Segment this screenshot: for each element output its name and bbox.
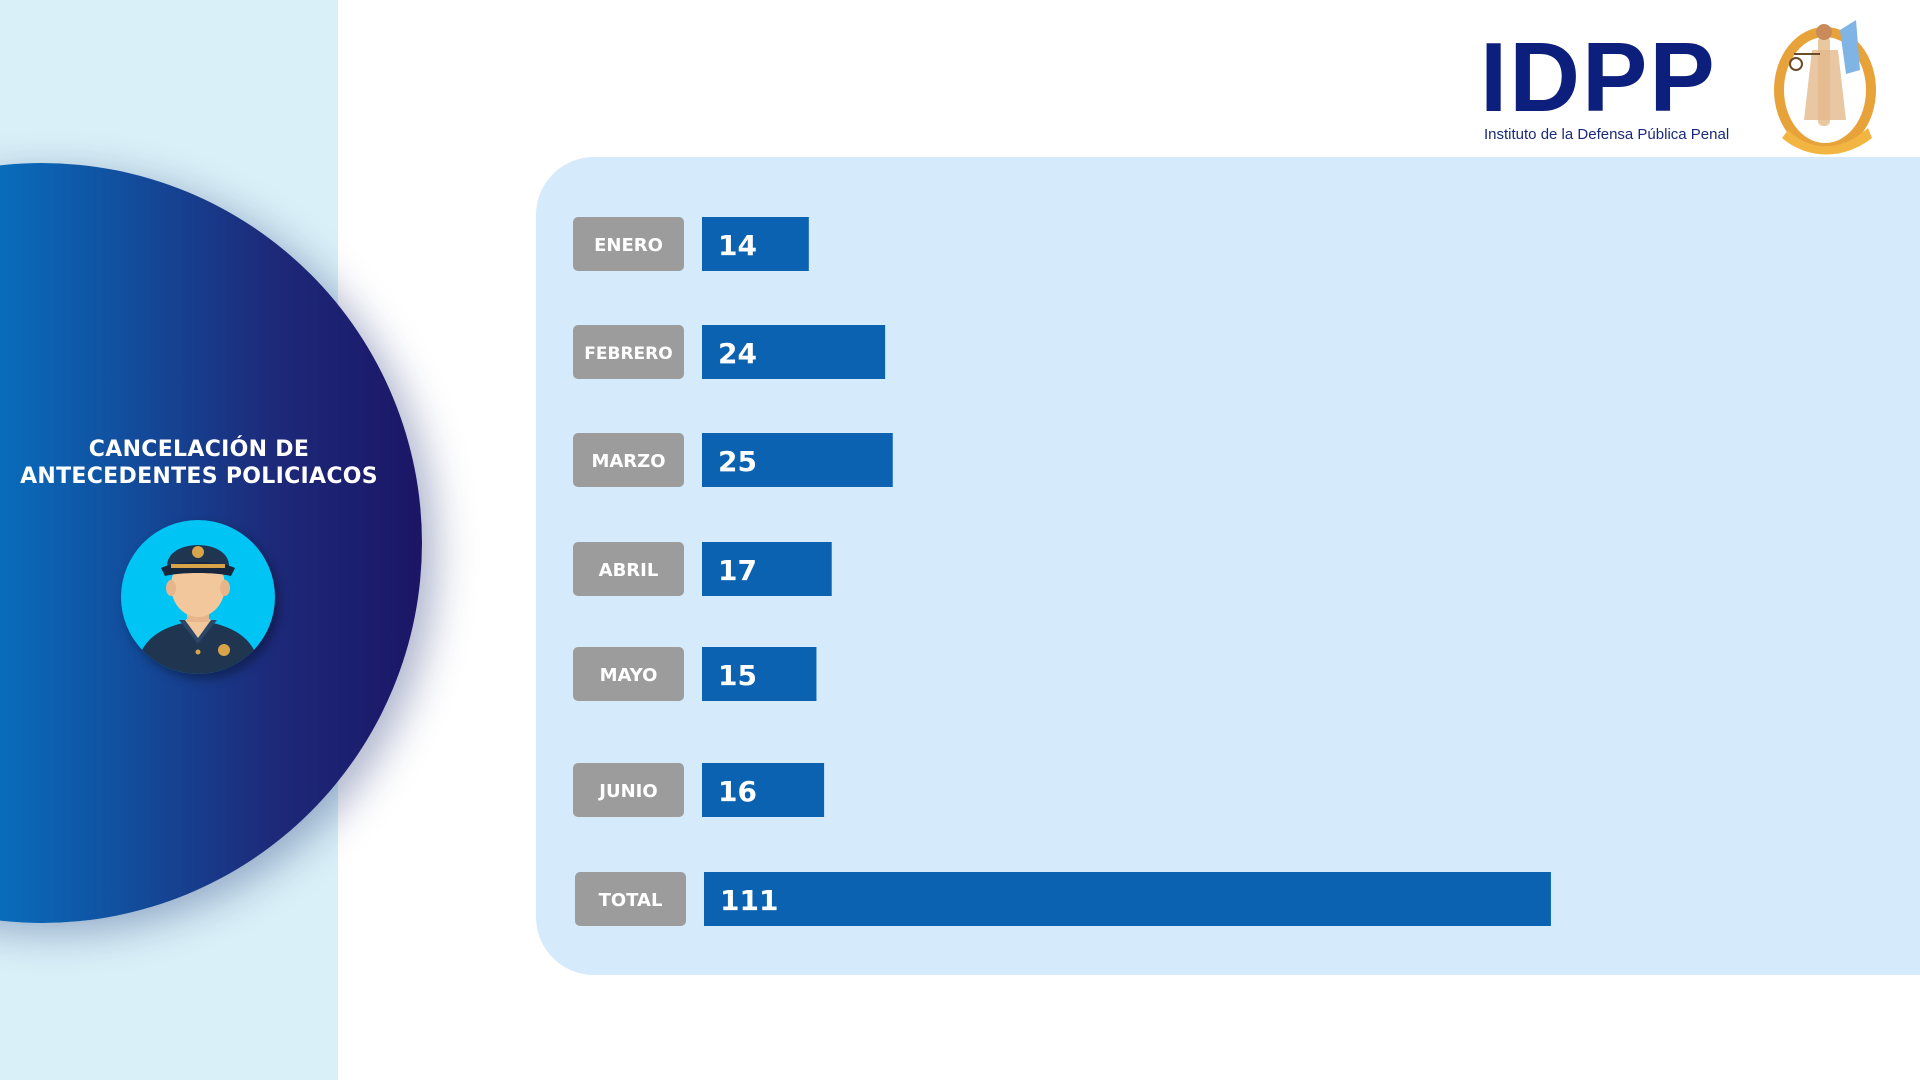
- bar-value-label: 17: [718, 554, 757, 587]
- bar-value-label: 16: [718, 775, 757, 808]
- bar: [702, 542, 832, 596]
- category-label: MAYO: [600, 665, 658, 686]
- bar-value-label: 15: [718, 659, 757, 692]
- idpp-logo: IDPP Instituto de la Defensa Pública Pen…: [1480, 10, 1880, 160]
- category-label: ABRIL: [599, 560, 659, 581]
- category-label-box: [573, 542, 684, 596]
- logo-subtitle: Instituto de la Defensa Pública Penal: [1484, 126, 1730, 143]
- category-label: TOTAL: [599, 890, 663, 911]
- bar: [704, 872, 1551, 926]
- police-officer-icon: [121, 520, 275, 674]
- logo-text: IDPP: [1480, 22, 1717, 132]
- category-label: JUNIO: [597, 781, 657, 802]
- page-title: CANCELACIÓN DE ANTECEDENTES POLICIACOS: [0, 436, 398, 490]
- category-label: FEBRERO: [584, 344, 672, 364]
- category-label-box: [573, 763, 684, 817]
- bar-value-label: 25: [718, 445, 757, 478]
- category-label: ENERO: [594, 235, 663, 256]
- bar: [702, 325, 886, 379]
- category-label-box: [573, 647, 684, 701]
- bar: [702, 217, 809, 271]
- bar-value-label: 24: [718, 337, 757, 370]
- category-label: MARZO: [591, 451, 665, 472]
- category-label-box: [573, 217, 684, 271]
- bar: [702, 433, 893, 487]
- page-title-line-1: CANCELACIÓN DE: [88, 437, 310, 462]
- bar-value-label: 111: [720, 884, 778, 917]
- justice-seal-icon: [1774, 20, 1876, 155]
- category-label-box: [573, 325, 684, 379]
- category-label-box: [573, 433, 684, 487]
- bar: [702, 647, 817, 701]
- bar: [702, 763, 825, 817]
- bar-value-label: 14: [718, 229, 757, 262]
- category-label-box: [575, 872, 686, 926]
- page-title-line-2: ANTECEDENTES POLICIACOS: [20, 464, 378, 489]
